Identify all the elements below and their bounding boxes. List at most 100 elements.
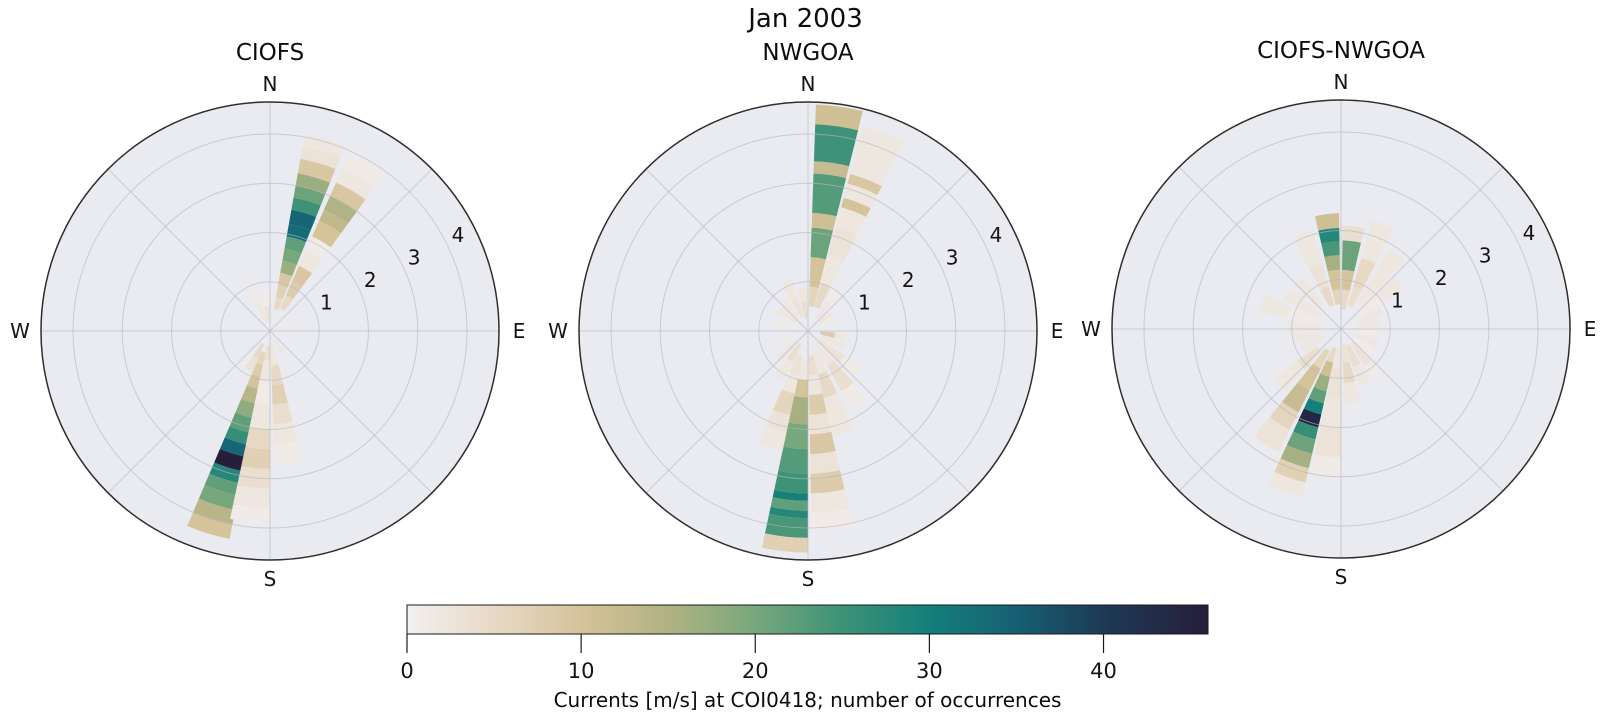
windrose-petal-segment [270, 345, 279, 366]
windrose-petal-segment [776, 306, 798, 324]
colorbar-tick-label: 40 [1090, 659, 1117, 683]
windrose-petal-segment [319, 209, 349, 234]
windrose-petal-segment [256, 351, 266, 365]
polar-grid [578, 101, 1038, 561]
windrose-petal-segment [1343, 381, 1361, 403]
windrose-petal-segment [1350, 341, 1372, 367]
windrose-petal-segment [818, 339, 845, 363]
windrose-petal-segment [1268, 471, 1306, 497]
colorbar: 0 10 20 30 40 [400, 604, 1209, 683]
subplot-title-ciofs: CIOFS [235, 40, 305, 66]
windrose-petal-segment [219, 437, 248, 457]
windrose-petal-segment [241, 446, 270, 469]
cardinal-label-south: S [264, 567, 277, 591]
windrose-petal-segment [779, 334, 798, 346]
windrose-petal-segment [838, 355, 862, 378]
windrose-petal-segment [1313, 348, 1330, 369]
windrose-petal-segment [1357, 319, 1381, 329]
windrose-petal-segment [259, 359, 270, 381]
windrose-petal-segment [249, 403, 270, 430]
windrose-petal-segment [1341, 289, 1350, 310]
windrose-petal-segment [297, 158, 336, 183]
windrose-petal-segment [811, 346, 827, 375]
windrose-petal-segment [827, 360, 854, 392]
windrose-petal-segment [797, 286, 807, 303]
windrose-plot-ciofs-nwgoa: 1 2 3 4 N E S W [1081, 70, 1597, 589]
windrose-petal-segment [841, 197, 871, 217]
windrose-petal-segment [1358, 294, 1383, 316]
windrose-petal-segment [1321, 241, 1340, 258]
windrose-petal-segment [1368, 248, 1405, 290]
windrose-petal-segment [204, 473, 241, 496]
polar-outline [578, 101, 1038, 561]
radial-tick-label: 2 [364, 268, 377, 292]
windrose-petal-segment [810, 450, 841, 474]
windrose-petal-segment [284, 236, 306, 254]
windrose-petal-segment [1324, 255, 1340, 272]
windrose-petal-segment [836, 207, 867, 235]
windrose-petal-segment [1356, 333, 1379, 348]
windrose-petal-segment [280, 260, 297, 277]
windrose-petal-segment [254, 379, 270, 405]
petals-layer [1254, 213, 1405, 497]
cardinal-label-west: W [548, 319, 568, 343]
windrose-petal-segment [1293, 420, 1319, 440]
colorbar-gradient [406, 604, 1209, 635]
windrose-petal-segment [280, 295, 294, 312]
windrose-petal-segment [241, 385, 259, 404]
windrose-petal-segment [273, 440, 303, 464]
polar-outline [1111, 99, 1571, 559]
windrose-petal-segment [786, 342, 802, 362]
windrose-petal-segment [1280, 445, 1313, 469]
windrose-petal-segment [769, 506, 808, 519]
windrose-petal-segment [774, 358, 793, 380]
radial-tick-label: 1 [858, 290, 871, 314]
cardinal-label-north: N [1334, 70, 1349, 94]
windrose-petal-segment [1288, 306, 1319, 324]
radial-tick-label: 3 [1479, 244, 1492, 268]
windrose-petal-segment [1320, 396, 1341, 428]
windrose-petal-segment [810, 489, 849, 514]
windrose-petal-segment [245, 427, 270, 450]
windrose-petal-segment [330, 182, 366, 212]
windrose-petal-segment [809, 431, 836, 455]
cardinal-label-north: N [263, 72, 278, 96]
windrose-petal-segment [244, 355, 259, 372]
windrose-petal-segment [1342, 225, 1365, 243]
colorbar-tick-label: 30 [916, 659, 943, 683]
windrose-petal-segment [772, 389, 795, 416]
windrose-petal-segment [302, 134, 345, 158]
cardinal-label-west: W [1081, 317, 1101, 341]
windrose-petal-segment [229, 412, 254, 433]
windrose-petal-segment [770, 497, 808, 511]
windrose-petal-segment [781, 279, 798, 301]
windrose-petal-segment [847, 174, 882, 195]
windrose-petal-segment [817, 311, 834, 326]
windrose-petal-segment [1346, 344, 1361, 367]
windrose-petal-segment [1320, 360, 1334, 377]
windrose-petal-segment [841, 383, 867, 409]
windrose-petal-segment [1297, 346, 1322, 370]
windrose-petal-segment [1332, 348, 1341, 369]
windrose-petal-segment [1298, 408, 1322, 428]
radial-tick-label: 1 [1391, 288, 1404, 312]
windrose-petal-segment [1313, 373, 1330, 392]
cardinal-label-east: E [513, 319, 526, 343]
cardinal-label-east: E [1584, 317, 1597, 341]
windrose-petal-segment [230, 504, 270, 524]
windrose-plot-ciofs: 1 2 3 4 N E S W [10, 72, 526, 591]
windrose-petal-segment [312, 220, 341, 248]
windrose-petal-segment [237, 465, 270, 489]
windrose-petal-segment [1314, 213, 1340, 231]
polar-outline [40, 101, 500, 561]
windrose-petal-segment [1293, 277, 1324, 310]
windrose-petal-segment [272, 402, 293, 425]
windrose-petal-segment [1297, 363, 1321, 391]
windrose-petal-segment [820, 335, 846, 351]
windrose-petal-segment [299, 250, 323, 274]
windrose-petal-segment [198, 485, 239, 510]
windrose-petal-segment [1351, 336, 1375, 356]
windrose-petal-segment [1355, 329, 1376, 337]
windrose-petal-segment [233, 485, 270, 509]
windrose-petal-segment [1269, 401, 1299, 430]
